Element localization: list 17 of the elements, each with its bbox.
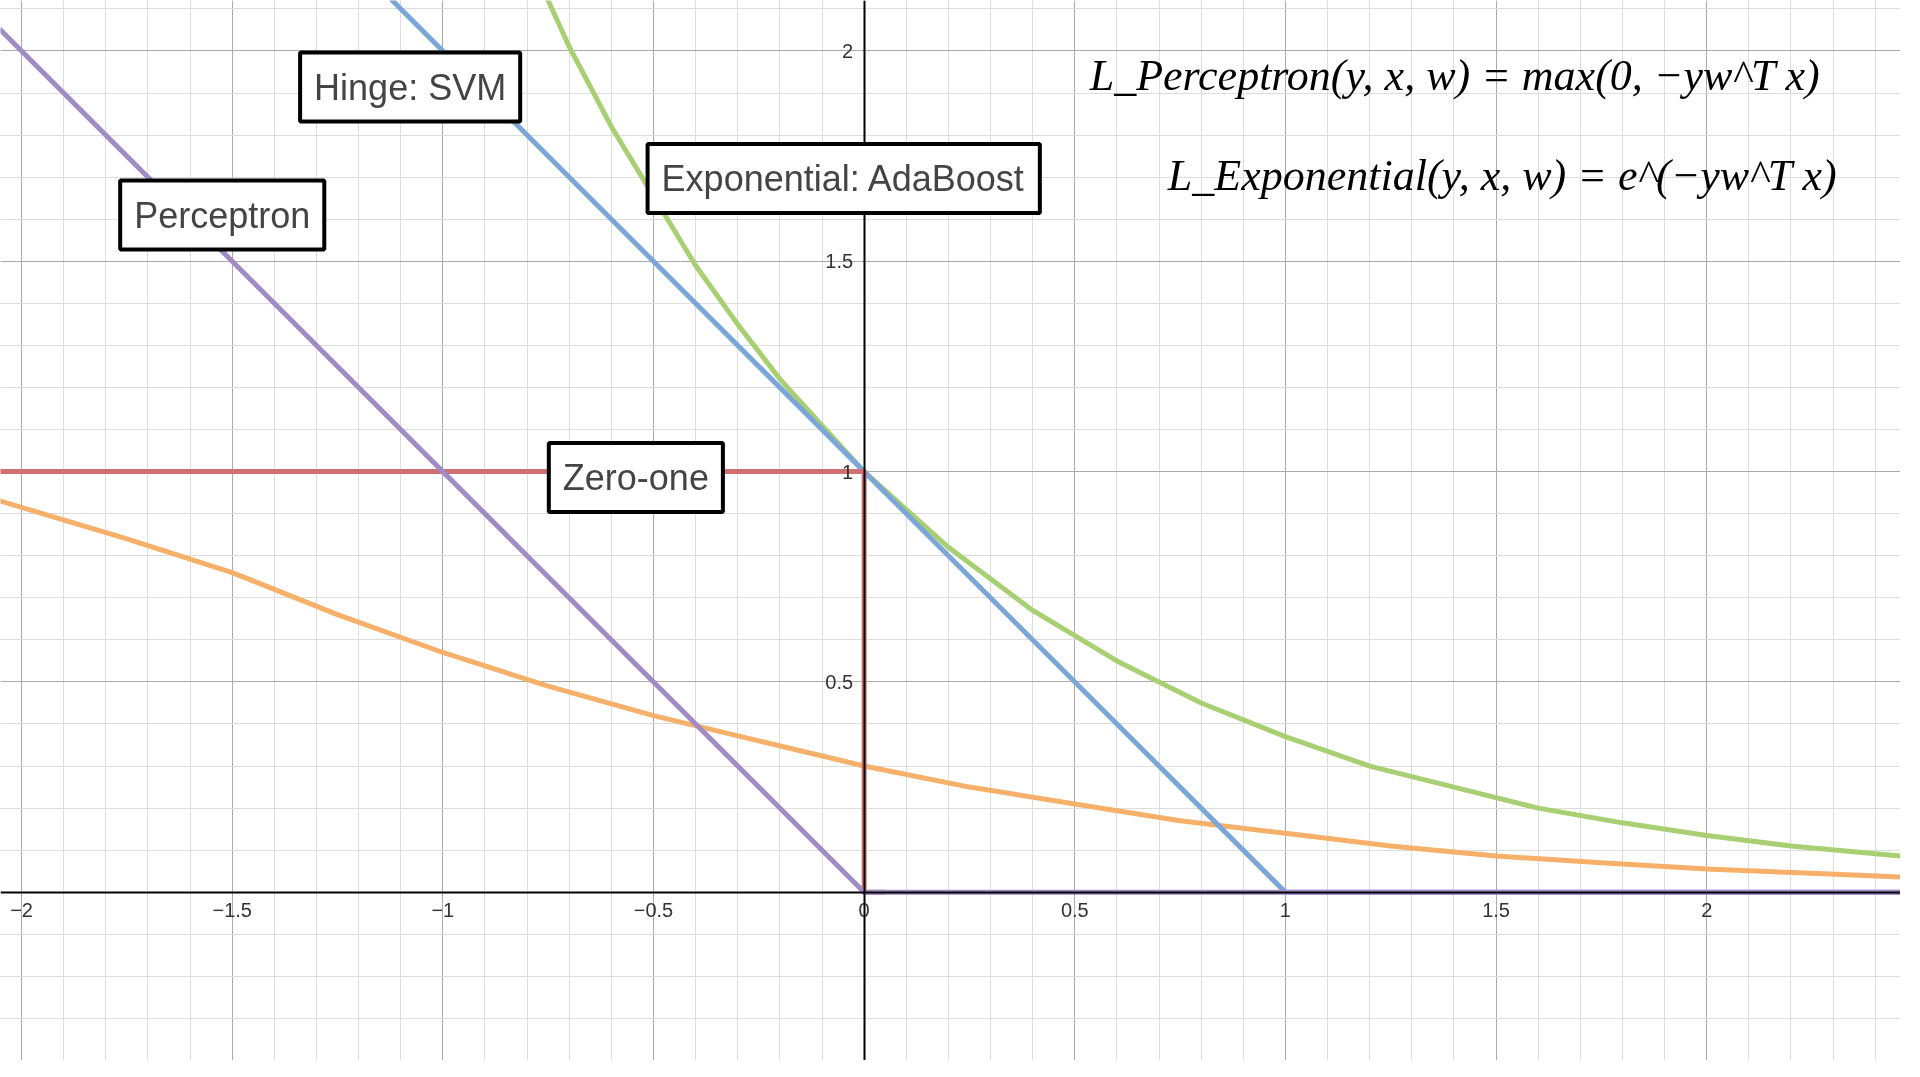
annotation: Perceptron (134, 194, 311, 236)
y-tick-label: 0.5 (825, 670, 854, 693)
annotation: Hinge: SVM (314, 66, 507, 108)
y-tick-label: 2 (842, 39, 854, 62)
x-tick-label: 0.5 (1060, 899, 1089, 922)
annotation: L_Exponential(y, x, w) = e^(−yw^T x) (1166, 150, 1837, 200)
annotation: L_Perceptron(y, x, w) = max(0, −yw^T x) (1088, 50, 1820, 100)
x-tick-label: −1.5 (212, 899, 252, 922)
x-tick-label: −1 (431, 899, 455, 922)
x-tick-label: 1 (1279, 899, 1291, 922)
x-tick-label: −0.5 (633, 899, 674, 922)
annotation: Exponential: AdaBoost (661, 158, 1024, 200)
x-tick-label: 2 (1701, 899, 1713, 922)
y-tick-label: 1.5 (825, 250, 854, 273)
x-tick-label: −2 (10, 899, 33, 922)
x-tick-label: 1.5 (1482, 899, 1510, 922)
annotation: Zero-one (562, 457, 709, 498)
